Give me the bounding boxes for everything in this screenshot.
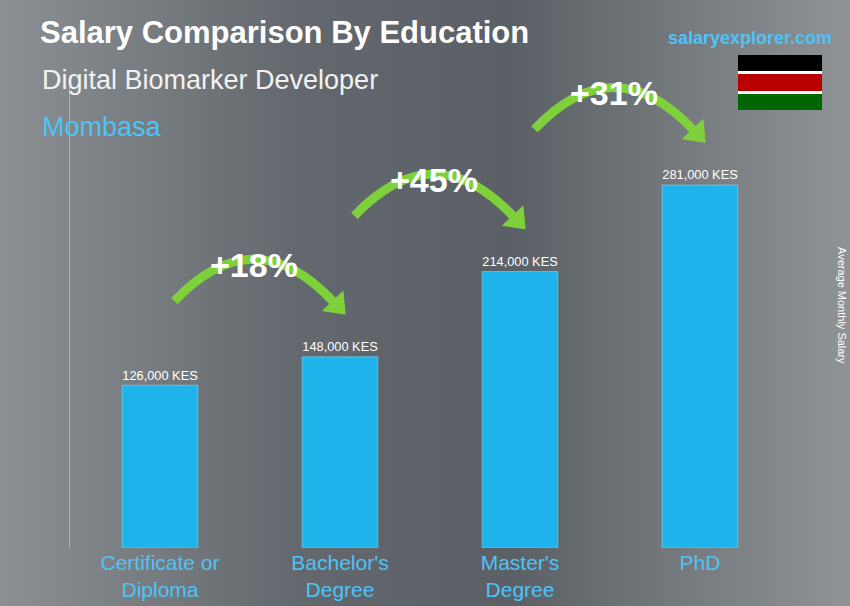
svg-text:+18%: +18% (210, 246, 298, 284)
svg-text:126,000 KES: 126,000 KES (122, 368, 198, 383)
svg-text:281,000 KES: 281,000 KES (662, 167, 738, 182)
svg-text:salaryexplorer.com: salaryexplorer.com (668, 28, 832, 48)
svg-text:+31%: +31% (570, 74, 658, 112)
svg-text:Master'sDegree: Master'sDegree (481, 551, 560, 601)
svg-text:148,000 KES: 148,000 KES (302, 339, 378, 354)
svg-text:Mombasa: Mombasa (42, 112, 162, 142)
svg-text:PhD: PhD (680, 551, 721, 574)
svg-text:214,000 KES: 214,000 KES (482, 254, 558, 269)
svg-text:Certificate orDiploma: Certificate orDiploma (100, 551, 219, 601)
svg-text:Salary Comparison By Education: Salary Comparison By Education (40, 15, 529, 50)
svg-text:+45%: +45% (390, 161, 478, 199)
svg-text:Bachelor'sDegree: Bachelor'sDegree (291, 551, 388, 601)
svg-text:Digital Biomarker Developer: Digital Biomarker Developer (42, 65, 378, 95)
svg-text:Average Monthly Salary: Average Monthly Salary (836, 247, 848, 364)
